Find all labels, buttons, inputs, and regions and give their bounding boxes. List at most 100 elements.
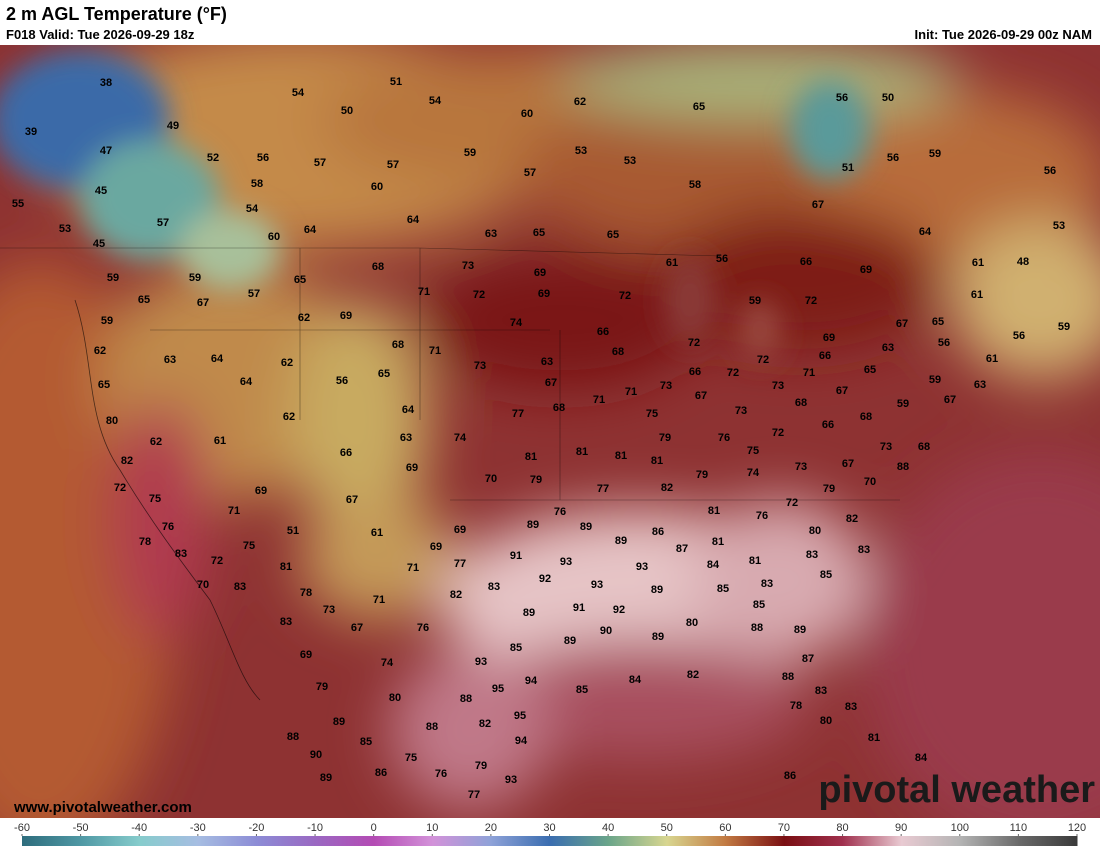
colorbar-tick-label: -40	[131, 822, 147, 834]
temperature-label: 83	[488, 581, 500, 593]
temperature-label: 62	[298, 312, 310, 324]
temperature-label: 87	[676, 543, 688, 555]
temperature-label: 73	[462, 260, 474, 272]
temperature-label: 67	[812, 199, 824, 211]
temperature-label: 67	[836, 385, 848, 397]
colorbar-tick-label: 90	[895, 822, 907, 834]
temperature-label: 82	[479, 718, 491, 730]
colorbar-segment	[901, 836, 961, 846]
logo: pivotal weather	[818, 769, 1095, 811]
temperature-label: 71	[429, 345, 441, 357]
temperature-label: 79	[659, 432, 671, 444]
temperature-label: 65	[98, 379, 110, 391]
colorbar-tick-label: 60	[719, 822, 731, 834]
temperature-label: 88	[426, 721, 438, 733]
colorbar-tick-label: -20	[248, 822, 264, 834]
temperature-label: 89	[794, 624, 806, 636]
temperature-label: 92	[539, 573, 551, 585]
temperature-label: 65	[693, 101, 705, 113]
temperature-label: 56	[887, 152, 899, 164]
temperature-label: 69	[538, 288, 550, 300]
temperature-label: 69	[823, 332, 835, 344]
temperature-label: 81	[868, 732, 880, 744]
colorbar-segment	[315, 836, 375, 846]
temperature-label: 54	[429, 95, 442, 107]
temperature-label: 77	[512, 408, 524, 420]
temperature-label: 70	[197, 579, 209, 591]
temperature-label: 76	[756, 510, 768, 522]
temperature-label: 73	[880, 441, 892, 453]
temperature-label: 85	[510, 642, 522, 654]
temperature-label: 39	[25, 126, 37, 138]
colorbar-segment	[608, 836, 668, 846]
temperature-label: 70	[485, 473, 497, 485]
temperature-label: 79	[696, 469, 708, 481]
temperature-label: 65	[932, 316, 944, 328]
temperature-label: 45	[95, 185, 107, 197]
temperature-label: 80	[809, 525, 821, 537]
temperature-label: 58	[689, 179, 701, 191]
temperature-field	[0, 45, 1100, 818]
temperature-label: 74	[510, 317, 523, 329]
temperature-label: 75	[405, 752, 417, 764]
temperature-label: 69	[534, 267, 546, 279]
temperature-label: 83	[234, 581, 246, 593]
temperature-label: 63	[400, 432, 412, 444]
temperature-label: 89	[651, 584, 663, 596]
temperature-label: 71	[593, 394, 605, 406]
temperature-label: 72	[114, 482, 126, 494]
temperature-label: 79	[316, 681, 328, 693]
colorbar-tick-label: -30	[190, 822, 206, 834]
temperature-label: 52	[207, 152, 219, 164]
temperature-label: 68	[392, 339, 404, 351]
temperature-label: 66	[822, 419, 834, 431]
temperature-label: 59	[1058, 321, 1070, 333]
temperature-label: 93	[505, 774, 517, 786]
temperature-label: 62	[150, 436, 162, 448]
temperature-label: 83	[806, 549, 818, 561]
temperature-label: 83	[845, 701, 857, 713]
temperature-label: 67	[944, 394, 956, 406]
temperature-label: 73	[660, 380, 672, 392]
temperature-label: 83	[858, 544, 870, 556]
temperature-label: 51	[842, 162, 854, 174]
temperature-label: 78	[300, 587, 312, 599]
temperature-label: 88	[460, 693, 472, 705]
temperature-label: 90	[600, 625, 612, 637]
temperature-label: 72	[786, 497, 798, 509]
temperature-label: 69	[255, 485, 267, 497]
temperature-label: 67	[695, 390, 707, 402]
temperature-label: 83	[280, 616, 292, 628]
temperature-label: 53	[575, 145, 587, 157]
map-title: 2 m AGL Temperature (°F)	[6, 4, 227, 24]
temperature-label: 73	[735, 405, 747, 417]
colorbar-tick-label: -60	[14, 822, 30, 834]
temperature-label: 81	[615, 450, 627, 462]
temperature-label: 60	[371, 181, 383, 193]
temperature-label: 91	[573, 602, 585, 614]
temperature-label: 57	[157, 217, 169, 229]
temperature-label: 51	[390, 76, 402, 88]
temperature-label: 71	[625, 386, 637, 398]
temperature-label: 95	[492, 683, 504, 695]
temperature-label: 89	[580, 521, 592, 533]
temperature-label: 88	[751, 622, 763, 634]
temperature-label: 86	[375, 767, 387, 779]
temperature-label: 69	[430, 541, 442, 553]
temperature-label: 88	[287, 731, 299, 743]
temperature-label: 76	[718, 432, 730, 444]
temperature-label: 73	[323, 604, 335, 616]
temperature-label: 53	[59, 223, 71, 235]
temperature-label: 59	[189, 272, 201, 284]
temperature-label: 81	[651, 455, 663, 467]
website: www.pivotalweather.com	[13, 799, 192, 816]
valid-time: F018 Valid: Tue 2026-09-29 18z	[6, 27, 195, 42]
temperature-label: 65	[294, 274, 306, 286]
temperature-label: 89	[615, 535, 627, 547]
temperature-label: 77	[597, 483, 609, 495]
temperature-label: 66	[819, 350, 831, 362]
init-time: Init: Tue 2026-09-29 00z NAM	[914, 27, 1092, 42]
temperature-label: 59	[101, 315, 113, 327]
temperature-label: 72	[211, 555, 223, 567]
